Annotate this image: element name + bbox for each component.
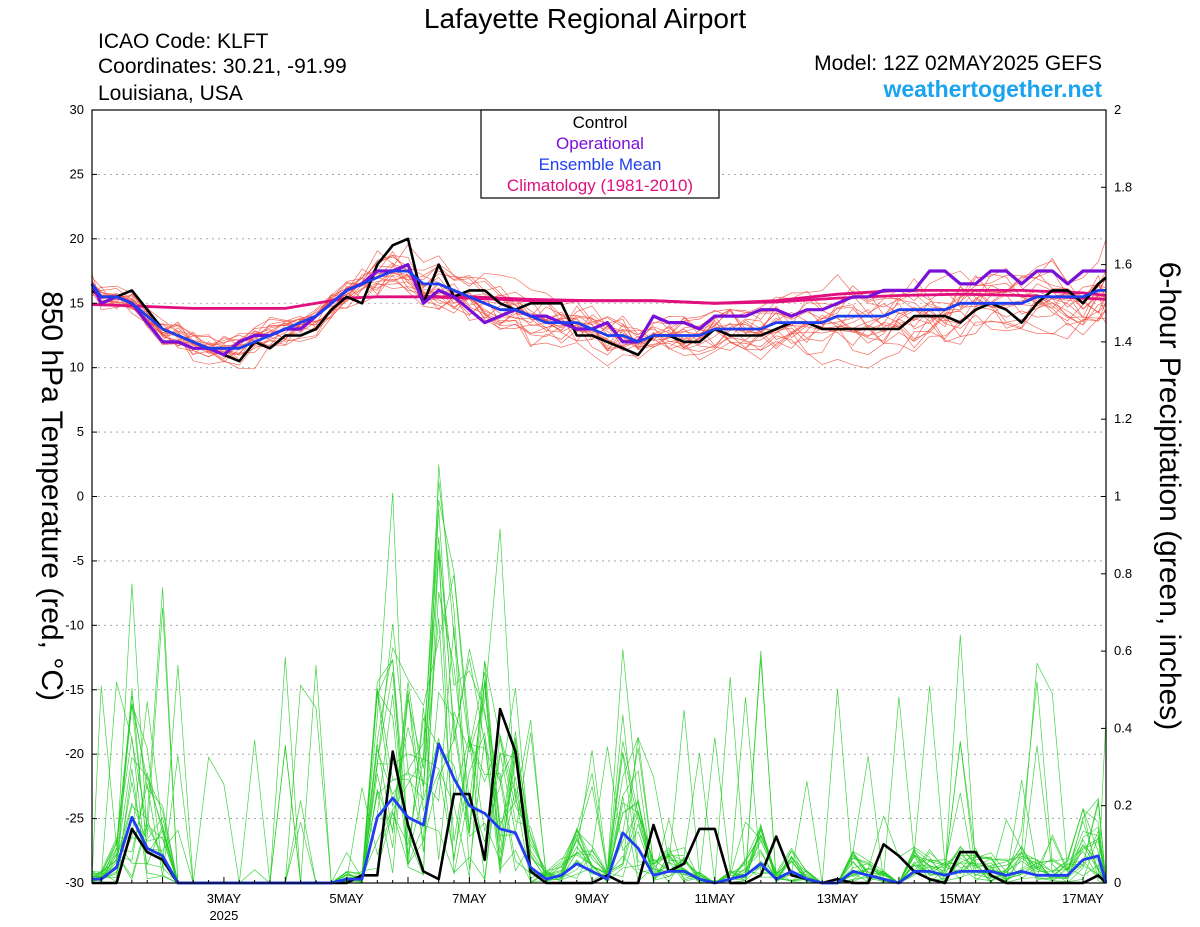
- ensemble-member-precip-line: [91, 626, 1107, 884]
- plot-frame: [91, 109, 1107, 884]
- y2-tick-label: 2: [1114, 102, 1121, 117]
- x-tick-label: 5MAY: [329, 891, 364, 906]
- legend-ensemble-mean: Ensemble Mean: [539, 155, 662, 174]
- location: Louisiana, USA: [98, 82, 243, 105]
- legend-climatology: Climatology (1981-2010): [507, 176, 693, 195]
- y-tick-label: 15: [70, 295, 84, 310]
- ensemble-member-precip-line: [91, 618, 1107, 884]
- ensemble-member-temp-line: [91, 264, 1107, 352]
- ensemble-member-precip-line: [91, 658, 1107, 884]
- ensemble-member-precip-line: [91, 549, 1107, 884]
- y2-tick-label: 1.8: [1114, 179, 1132, 194]
- y-tick-label: 10: [70, 360, 84, 375]
- x-tick-label: 17MAY: [1062, 891, 1104, 906]
- y-tick-label: -20: [65, 746, 84, 761]
- y2-tick-label: 1.6: [1114, 257, 1132, 272]
- chart-title: Lafayette Regional Airport: [424, 3, 746, 34]
- y-tick-label: 0: [77, 489, 84, 504]
- legend-box: [480, 109, 720, 199]
- y-tick-label: -15: [65, 682, 84, 697]
- legend: Control Operational Ensemble Mean Climat…: [480, 109, 720, 199]
- ensemble-member-precip-line: [91, 649, 1107, 884]
- x-tick-label: 13MAY: [817, 891, 859, 906]
- ensemble-members-temperature: [91, 239, 1107, 370]
- y2-tick-label: 0.2: [1114, 798, 1132, 813]
- ensemble-member-temp-line: [91, 270, 1107, 367]
- grid-lines: [92, 174, 1106, 819]
- y2-tick-label: 0: [1114, 875, 1121, 890]
- x-tick-sublabel: 2025: [209, 908, 238, 923]
- y-tick-label: 5: [77, 424, 84, 439]
- ensemble-mean-temp-line: [90, 269, 1106, 350]
- left-axis-label: 850 hPa Temperature (red, °C): [35, 291, 68, 701]
- legend-operational: Operational: [556, 134, 644, 153]
- coordinates: Coordinates: 30.21, -91.99: [98, 55, 347, 78]
- x-tick-label: 15MAY: [939, 891, 981, 906]
- ensemble-member-precip-line: [91, 682, 1107, 884]
- climatology-temp-line: [420, 292, 1107, 305]
- x-tick-label: 11MAY: [694, 891, 735, 906]
- ensemble-member-precip-line: [91, 528, 1107, 884]
- x-tick-label: 3MAY: [207, 891, 242, 906]
- ensemble-member-temp-line: [91, 281, 1107, 356]
- ensemble-member-precip-line: [91, 660, 1107, 884]
- x-tick-label: 9MAY: [575, 891, 610, 906]
- icao-code: ICAO Code: KLFT: [98, 30, 269, 53]
- y-tick-label: -10: [65, 617, 84, 632]
- website-link[interactable]: weathertogether.net: [882, 76, 1102, 102]
- ensemble-member-precip-line: [91, 537, 1107, 884]
- ensemble-members-precipitation: [91, 464, 1107, 884]
- y-tick-label: -30: [65, 875, 84, 890]
- axes: 302520151050-5-10-15-20-25-3021.81.61.41…: [65, 102, 1132, 923]
- y2-tick-label: 1.2: [1114, 411, 1132, 426]
- y-tick-label: 30: [70, 102, 84, 117]
- ensemble-member-temp-line: [91, 268, 1107, 350]
- operational-temp-line: [90, 263, 1106, 357]
- y-tick-label: -25: [65, 811, 84, 826]
- y2-tick-label: 1.4: [1114, 334, 1132, 349]
- right-axis-label: 6-hour Precipitation (green, inches): [1153, 262, 1186, 731]
- ensemble-member-precip-line: [91, 664, 1107, 884]
- ensemble-member-precip-line: [91, 552, 1107, 884]
- x-tick-label: 7MAY: [452, 891, 487, 906]
- y2-tick-label: 1: [1114, 489, 1121, 504]
- y-tick-label: -5: [72, 553, 84, 568]
- y2-tick-label: 0.8: [1114, 566, 1132, 581]
- y-tick-label: 25: [70, 166, 84, 181]
- y2-tick-label: 0.4: [1114, 720, 1132, 735]
- model-run: Model: 12Z 02MAY2025 GEFS: [814, 52, 1102, 75]
- y2-tick-label: 0.6: [1114, 643, 1132, 658]
- control-temp-line: [91, 237, 1107, 363]
- y-tick-label: 20: [70, 231, 84, 246]
- ensemble-member-precip-line: [91, 550, 1107, 884]
- legend-control: Control: [573, 113, 628, 132]
- ensemble-member-precip-line: [91, 692, 1107, 884]
